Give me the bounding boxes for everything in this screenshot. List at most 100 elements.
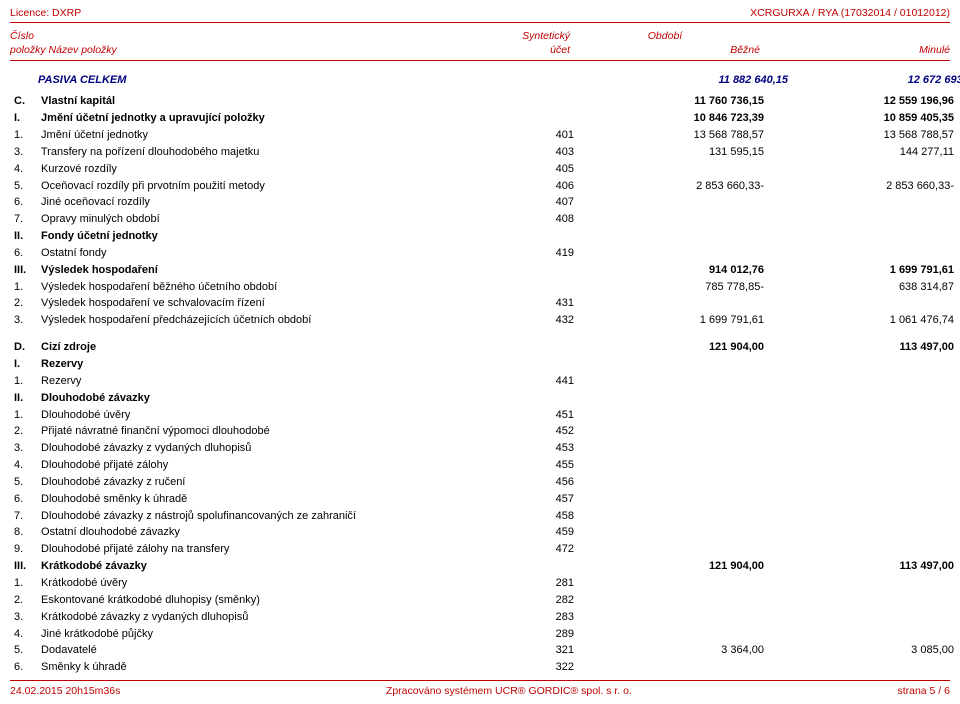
row-account: 405 <box>474 162 574 177</box>
table-row: 5. Dlouhodobé závazky z ručení456 <box>10 474 950 491</box>
row-previous: 2 853 660,33- <box>764 179 954 194</box>
table-row: 3. Výsledek hospodaření předcházejících … <box>10 312 950 329</box>
table-row: 3. Transfery na pořízení dlouhodobého ma… <box>10 144 950 161</box>
row-account: 282 <box>474 593 574 608</box>
row-current: 914 012,76 <box>574 263 764 278</box>
row-number: 3. <box>14 610 38 625</box>
row-number: III. <box>14 559 38 574</box>
row-name: 5. Oceňovací rozdíly při prvotním použit… <box>10 179 474 194</box>
row-number: 8. <box>14 525 38 540</box>
row-current <box>574 542 764 557</box>
row-name: 1. Dlouhodobé úvěry <box>10 408 474 423</box>
row-previous <box>764 374 954 389</box>
row-previous: 1 061 476,74 <box>764 313 954 328</box>
row-name: 6. Dlouhodobé směnky k úhradě <box>10 492 474 507</box>
table-row: 4. Dlouhodobé přijaté zálohy455 <box>10 457 950 474</box>
row-account <box>474 94 574 109</box>
hdr-polozky: položky Název položky <box>10 43 470 57</box>
row-account: 452 <box>474 424 574 439</box>
row-previous <box>764 357 954 372</box>
row-current <box>574 391 764 406</box>
footer-rule <box>10 680 950 681</box>
row-current: 13 568 788,57 <box>574 128 764 143</box>
row-number: 1. <box>14 280 38 295</box>
row-current: 10 846 723,39 <box>574 111 764 126</box>
row-previous <box>764 195 954 210</box>
header-rule <box>10 60 950 61</box>
hdr-synteticky: Syntetický <box>470 29 570 43</box>
row-previous: 3 085,00 <box>764 643 954 658</box>
row-name: 9. Dlouhodobé přijaté zálohy na transfer… <box>10 542 474 557</box>
row-previous <box>764 212 954 227</box>
row-previous <box>764 542 954 557</box>
row-previous <box>764 627 954 642</box>
table-row: 6. Dlouhodobé směnky k úhradě457 <box>10 491 950 508</box>
table-row: 6. Ostatní fondy419 <box>10 245 950 262</box>
row-current: 121 904,00 <box>574 340 764 355</box>
row-name: 2. Eskontované krátkodobé dluhopisy (smě… <box>10 593 474 608</box>
table-row: 6. Jiné oceňovací rozdíly407 <box>10 194 950 211</box>
table-row: D. Cizí zdroje121 904,00113 497,00 <box>10 339 950 356</box>
table-row: 7. Opravy minulých období408 <box>10 211 950 228</box>
row-current <box>574 195 764 210</box>
row-current <box>574 610 764 625</box>
row-name: 7. Dlouhodobé závazky z nástrojů spolufi… <box>10 509 474 524</box>
row-previous <box>764 509 954 524</box>
row-current <box>574 441 764 456</box>
footer-page: strana 5 / 6 <box>897 684 950 698</box>
row-current: 785 778,85- <box>574 280 764 295</box>
row-current <box>574 627 764 642</box>
row-previous <box>764 492 954 507</box>
row-number: 1. <box>14 128 38 143</box>
table-row: III. Výsledek hospodaření914 012,761 699… <box>10 262 950 279</box>
block-gap <box>10 329 950 339</box>
table-row: 1. Rezervy441 <box>10 373 950 390</box>
table-row: C. Vlastní kapitál11 760 736,1512 559 19… <box>10 93 950 110</box>
row-previous: 1 699 791,61 <box>764 263 954 278</box>
row-current <box>574 162 764 177</box>
row-name: 4. Jiné krátkodobé půjčky <box>10 627 474 642</box>
row-previous <box>764 475 954 490</box>
row-name: 6. Jiné oceňovací rozdíly <box>10 195 474 210</box>
row-current <box>574 475 764 490</box>
hdr-bezne: Běžné <box>570 43 760 57</box>
rows-block-2: D. Cizí zdroje121 904,00113 497,00I. Rez… <box>10 339 950 676</box>
table-row: II. Dlouhodobé závazky <box>10 390 950 407</box>
row-current: 1 699 791,61 <box>574 313 764 328</box>
hdr-minule: Minulé <box>760 43 950 57</box>
row-number: D. <box>14 340 38 355</box>
table-row: 4. Jiné krátkodobé půjčky289 <box>10 626 950 643</box>
row-current <box>574 212 764 227</box>
row-account: 322 <box>474 660 574 675</box>
row-number: 3. <box>14 441 38 456</box>
row-account: 456 <box>474 475 574 490</box>
row-name: 3. Výsledek hospodaření předcházejících … <box>10 313 474 328</box>
row-number: 7. <box>14 212 38 227</box>
row-account <box>474 229 574 244</box>
row-account: 283 <box>474 610 574 625</box>
row-number: 3. <box>14 313 38 328</box>
row-number: 5. <box>14 643 38 658</box>
row-previous: 10 859 405,35 <box>764 111 954 126</box>
row-previous: 113 497,00 <box>764 340 954 355</box>
row-current <box>574 509 764 524</box>
table-row: 5. Oceňovací rozdíly při prvotním použit… <box>10 178 950 195</box>
row-number: 4. <box>14 458 38 473</box>
row-account: 451 <box>474 408 574 423</box>
row-name: 8. Ostatní dlouhodobé závazky <box>10 525 474 540</box>
row-account: 453 <box>474 441 574 456</box>
license-text: Licence: DXRP <box>10 6 81 20</box>
table-row: 3. Krátkodobé závazky z vydaných dluhopi… <box>10 609 950 626</box>
row-number: II. <box>14 229 38 244</box>
row-account <box>474 391 574 406</box>
row-account <box>474 340 574 355</box>
row-account: 401 <box>474 128 574 143</box>
table-row: 2. Výsledek hospodaření ve schvalovacím … <box>10 295 950 312</box>
table-row: 2. Přijaté návratné finanční výpomoci dl… <box>10 423 950 440</box>
row-name: I. Jmění účetní jednotky a upravující po… <box>10 111 474 126</box>
row-number: 3. <box>14 145 38 160</box>
row-name: 3. Krátkodobé závazky z vydaných dluhopi… <box>10 610 474 625</box>
row-name: D. Cizí zdroje <box>10 340 474 355</box>
row-account: 432 <box>474 313 574 328</box>
top-rule <box>10 22 950 23</box>
